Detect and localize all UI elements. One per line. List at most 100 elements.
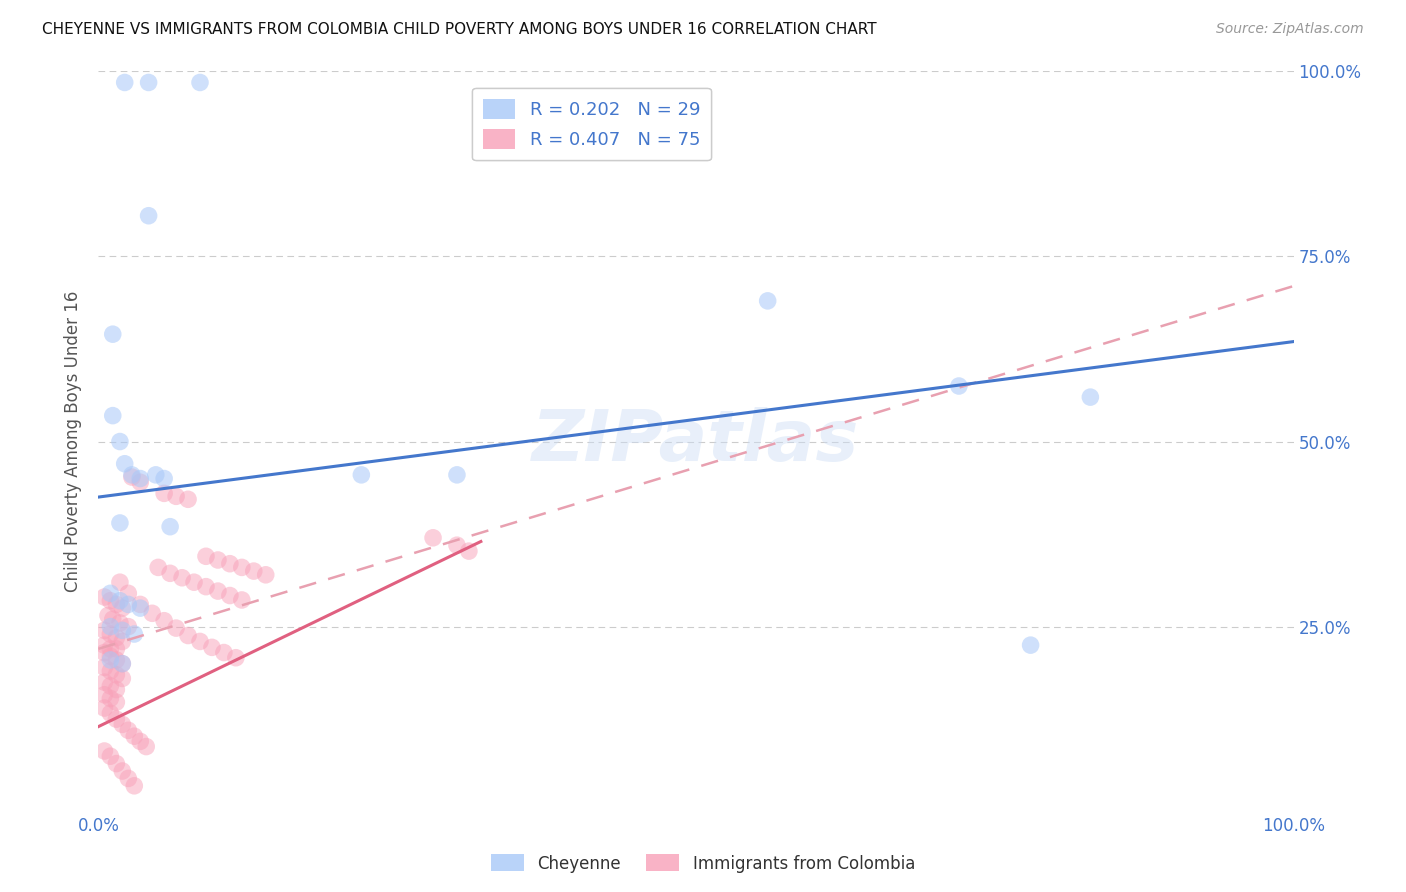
Point (111, 657, 134, 671)
Point (108, 575, 131, 590)
Point (97, 608, 120, 623)
Point (98, 586, 122, 600)
Point (124, 729, 146, 743)
Point (165, 621, 187, 635)
Point (93, 744, 115, 758)
Point (124, 779, 146, 793)
Point (98, 627, 122, 641)
Point (105, 641, 128, 656)
Point (111, 634, 134, 648)
Point (219, 589, 242, 603)
Point (231, 593, 253, 607)
Point (129, 601, 152, 615)
Point (98, 593, 122, 607)
Point (111, 764, 134, 778)
Point (105, 695, 128, 709)
Point (105, 667, 128, 681)
Point (121, 467, 143, 482)
Point (108, 593, 131, 607)
Point (105, 653, 128, 667)
Point (98, 679, 122, 693)
Point (93, 688, 115, 702)
Point (101, 612, 124, 626)
Point (207, 553, 229, 567)
Point (105, 712, 128, 726)
Point (105, 682, 128, 697)
Point (129, 471, 152, 485)
Point (117, 598, 139, 612)
Text: Source: ZipAtlas.com: Source: ZipAtlas.com (1216, 22, 1364, 37)
Point (350, 467, 373, 482)
Point (201, 640, 224, 655)
Point (98, 691, 122, 706)
Point (111, 672, 134, 686)
Point (129, 734, 152, 748)
Point (93, 660, 115, 674)
Point (98, 706, 122, 721)
Point (117, 619, 139, 633)
Point (98, 641, 122, 656)
Point (114, 75, 136, 89)
Text: ZIPatlas: ZIPatlas (533, 407, 859, 476)
Point (148, 560, 170, 574)
Text: CHEYENNE VS IMMIGRANTS FROM COLOMBIA CHILD POVERTY AMONG BOYS UNDER 16 CORRELATI: CHEYENNE VS IMMIGRANTS FROM COLOMBIA CHI… (42, 22, 877, 37)
Point (254, 567, 277, 582)
Point (446, 467, 468, 482)
Point (105, 598, 128, 612)
Point (948, 379, 970, 393)
Point (212, 646, 235, 660)
Point (153, 486, 176, 500)
Point (111, 624, 134, 638)
Point (108, 615, 131, 630)
Point (93, 646, 115, 660)
Point (1019, 638, 1042, 652)
Point (93, 638, 115, 652)
Point (108, 434, 131, 449)
Point (219, 557, 242, 571)
Point (172, 571, 194, 585)
Point (458, 544, 481, 558)
Point (93, 590, 115, 604)
Point (129, 598, 152, 612)
Point (177, 628, 200, 642)
Point (1080, 390, 1102, 404)
Point (153, 471, 176, 485)
Point (98, 619, 122, 633)
Point (129, 475, 152, 490)
Point (105, 756, 128, 771)
Point (117, 586, 139, 600)
Point (141, 607, 163, 621)
Point (93, 675, 115, 690)
Point (111, 601, 134, 615)
Point (138, 75, 160, 89)
Point (188, 75, 211, 89)
Point (98, 664, 122, 678)
Point (98, 653, 122, 667)
Point (117, 772, 139, 786)
Point (93, 701, 115, 715)
Point (159, 519, 181, 533)
Point (422, 531, 444, 545)
Point (195, 549, 218, 564)
Point (138, 209, 160, 223)
Point (114, 457, 136, 471)
Point (111, 717, 134, 731)
Point (188, 634, 211, 648)
Point (195, 580, 218, 594)
Legend: R = 0.202   N = 29, R = 0.407   N = 75: R = 0.202 N = 29, R = 0.407 N = 75 (472, 87, 711, 161)
Point (145, 467, 167, 482)
Point (121, 470, 143, 484)
Y-axis label: Child Poverty Among Boys Under 16: Child Poverty Among Boys Under 16 (65, 291, 83, 592)
Point (108, 516, 131, 530)
Point (93, 624, 115, 638)
Point (124, 627, 146, 641)
Point (159, 566, 181, 581)
Point (231, 560, 253, 574)
Point (101, 409, 124, 423)
Legend: Cheyenne, Immigrants from Colombia: Cheyenne, Immigrants from Colombia (484, 847, 922, 880)
Point (243, 564, 266, 578)
Point (446, 538, 468, 552)
Point (98, 649, 122, 664)
Point (207, 584, 229, 599)
Point (101, 327, 124, 342)
